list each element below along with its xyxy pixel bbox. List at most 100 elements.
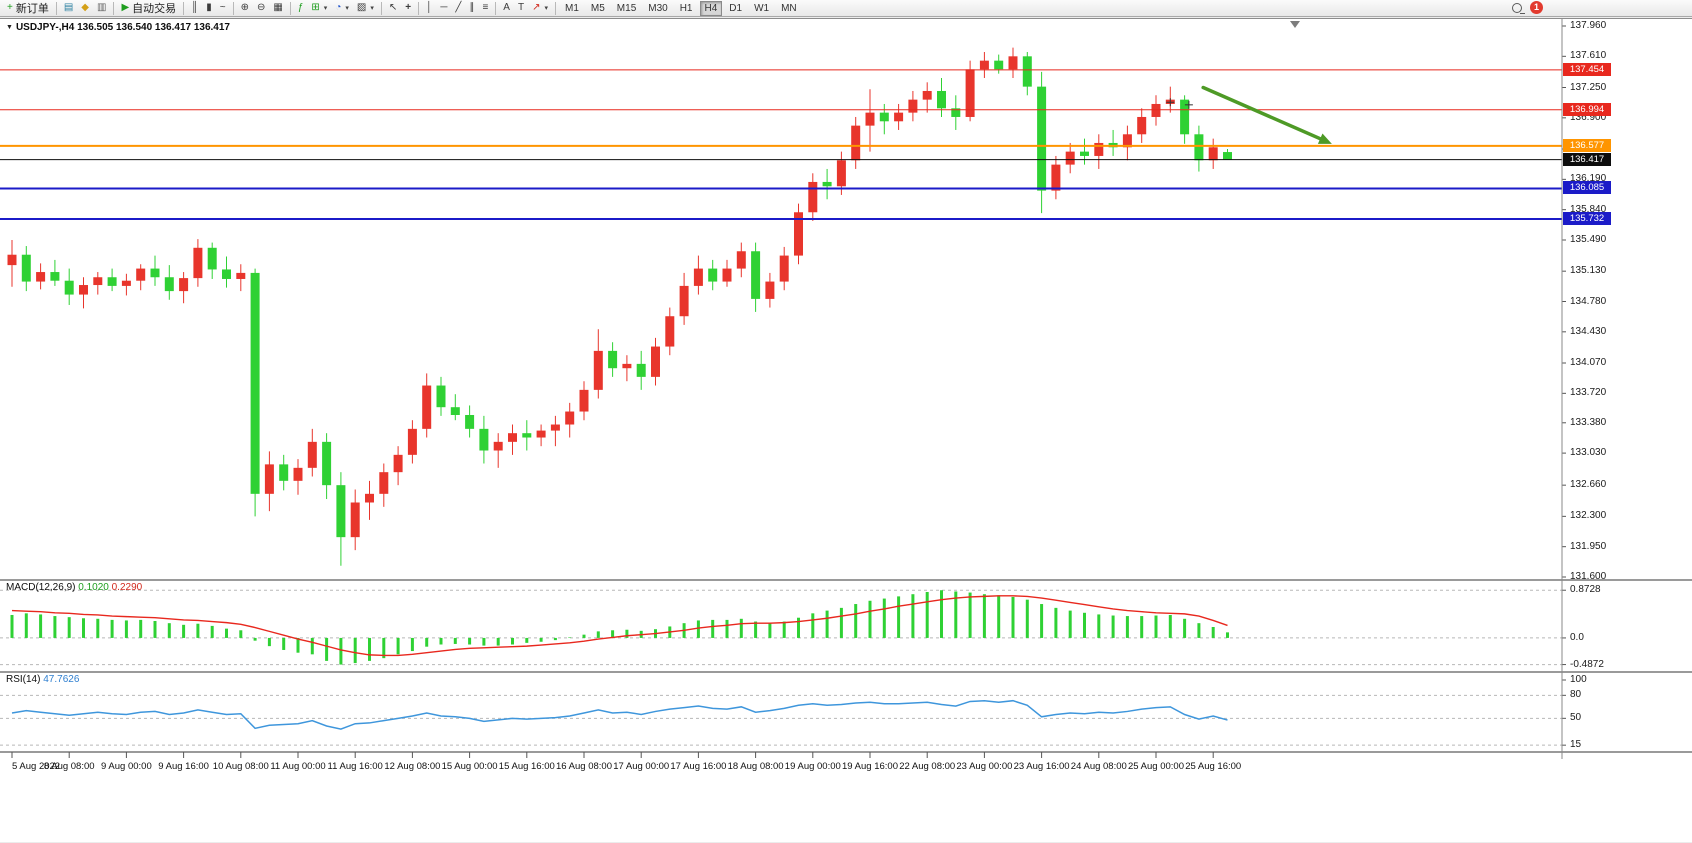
time-tick-label: 17 Aug 00:00 (613, 761, 670, 772)
text-button[interactable]: A (499, 1, 514, 16)
dropdown-caret-icon: ▾ (370, 5, 374, 12)
channel-icon: ∥ (469, 2, 475, 13)
time-tick-label: 25 Aug 16:00 (1185, 761, 1242, 772)
candles (7, 47, 1232, 566)
chart-title-text: USDJPY-,H4 136.505 136.540 136.417 136.4… (15, 22, 230, 33)
price-line-label: 135.732 (1563, 212, 1611, 226)
time-tick-label: 9 Aug 00:00 (101, 761, 152, 772)
crosshair-button[interactable]: + (401, 1, 415, 16)
time-tick-label: 10 Aug 08:00 (212, 761, 269, 772)
timeframe-d1[interactable]: D1 (724, 1, 747, 16)
price-tick-label: 135.130 (1570, 265, 1607, 277)
notification-badge[interactable]: 1 (1530, 1, 1543, 14)
time-tick-label: 17 Aug 16:00 (670, 761, 727, 772)
timeframe-m1[interactable]: M1 (560, 1, 584, 16)
add-indicator-icon: ⊞ (311, 2, 320, 13)
timeframe-m5[interactable]: M5 (586, 1, 610, 16)
indicators-icon: ƒ (297, 2, 304, 13)
search-icon[interactable] (1512, 2, 1525, 14)
terminal-button[interactable]: ▥ (93, 1, 110, 16)
toolbar-separator (380, 1, 382, 15)
text-label-icon: T (517, 2, 525, 13)
add-indicator-button[interactable]: ⊞ ▾ (307, 1, 331, 16)
text-label-button[interactable]: T (514, 1, 528, 16)
periods-button[interactable]: ◔ ▾ (331, 1, 353, 16)
panel-splitter[interactable] (0, 751, 1692, 753)
time-tick-label: 23 Aug 16:00 (1013, 761, 1070, 772)
chart-shift-marker[interactable] (1290, 21, 1300, 28)
price-tick-label: 132.660 (1570, 479, 1607, 491)
navigator-button[interactable]: ◆ (77, 1, 93, 16)
price-tick-label: 137.250 (1570, 81, 1607, 93)
dropdown-caret-icon: ▾ (323, 5, 328, 12)
time-scale[interactable]: 5 Aug 2022 8 Aug 08:00 9 Aug 00:00 9 Aug 16… (0, 759, 1562, 779)
tile-windows-button[interactable]: ▦ (269, 1, 286, 16)
anchor-cross-icon (1166, 98, 1175, 107)
new-order-button[interactable]: + 新订单 (3, 1, 53, 16)
rsi-line (11, 699, 1228, 730)
zoom-out-button[interactable]: ⊖ (253, 1, 269, 16)
time-tick-label: 11 Aug 16:00 (327, 761, 383, 772)
price-line-label: 136.577 (1563, 138, 1611, 152)
time-tick-label: 15 Aug 00:00 (441, 761, 498, 772)
fibonacci-icon: ≡ (482, 2, 489, 13)
vertical-line-button[interactable]: │ (422, 1, 436, 16)
templates-icon: ▨ (356, 2, 367, 13)
price-tick-label: 134.780 (1570, 295, 1607, 307)
dropdown-caret-icon: ▾ (345, 5, 349, 12)
autotrade-button[interactable]: ▶ 自动交易 (117, 1, 180, 16)
indicators-button[interactable]: ƒ (294, 1, 308, 16)
rsi-tick-label: 80 (1570, 689, 1582, 701)
timeframe-m15[interactable]: M15 (612, 1, 641, 16)
collapse-icon[interactable]: ▼ (6, 24, 13, 31)
macd-tick-label: -0.4872 (1570, 658, 1604, 670)
toolbar-separator (289, 1, 291, 15)
channel-button[interactable]: ∥ (465, 1, 478, 16)
price-line-label: 136.085 (1563, 181, 1611, 195)
trendline-button[interactable]: ╱ (451, 1, 465, 16)
macd-tick-label: 0.8728 (1570, 584, 1601, 596)
timeframe-w1[interactable]: W1 (749, 1, 774, 16)
candlestick-icon: ▮ (206, 2, 212, 13)
chart-canvas[interactable] (0, 19, 1692, 843)
time-tick-label: 25 Aug 00:00 (1128, 761, 1184, 772)
timeframe-h4[interactable]: H4 (699, 0, 723, 16)
macd-signal-value: 0.2290 (111, 582, 143, 593)
toolbar-separator (554, 1, 556, 15)
templates-button[interactable]: ▨ ▾ (353, 1, 378, 16)
time-tick-label: 18 Aug 08:00 (727, 761, 784, 772)
text-icon: A (503, 2, 510, 13)
price-tick-label: 133.380 (1570, 416, 1607, 428)
price-tick-label: 132.300 (1570, 510, 1607, 522)
rsi-tick-label: 15 (1570, 739, 1582, 751)
panel-splitter[interactable] (0, 579, 1692, 581)
cursor-button[interactable]: ↖ (385, 1, 401, 16)
rsi-indicator-label: RSI(14) 47.7626 (6, 674, 79, 685)
timeframe-m30[interactable]: M30 (643, 1, 672, 16)
arrows-button[interactable]: ↗ ▾ (528, 1, 552, 16)
horizontal-line-icon: ─ (440, 2, 448, 13)
price-tick-label: 134.430 (1570, 325, 1607, 337)
line-chart-button[interactable]: ~ (216, 1, 230, 16)
bar-chart-button[interactable]: ║ (187, 1, 202, 16)
candlestick-button[interactable]: ▮ (202, 1, 216, 16)
panel-splitter[interactable] (0, 671, 1692, 673)
price-tick-label: 136.190 (1570, 173, 1607, 185)
price-tick-label: 135.840 (1570, 203, 1607, 215)
horizontal-line-button[interactable]: ─ (436, 1, 451, 16)
time-tick-label: 8 Aug 08:00 (43, 761, 95, 772)
price-scale[interactable]: 137.454 136.994 136.577 136.417 136.085 135.7… (1563, 19, 1692, 843)
timeframe-mn[interactable]: MN (776, 1, 802, 16)
terminal-icon: ▥ (97, 2, 107, 13)
market-watch-button[interactable]: ▤ (60, 1, 77, 16)
navigator-icon: ◆ (81, 2, 89, 13)
time-tick-label: 16 Aug 08:00 (556, 761, 612, 772)
time-tick-label: 22 Aug 08:00 (899, 761, 956, 772)
zoom-in-button[interactable]: ⊕ (237, 1, 253, 16)
vertical-line-icon: │ (426, 2, 433, 13)
time-tick-label: 24 Aug 08:00 (1070, 761, 1127, 772)
trend-arrow-annotation[interactable] (1201, 85, 1332, 144)
timeframe-h1[interactable]: H1 (675, 1, 698, 16)
fibonacci-button[interactable]: ≡ (478, 1, 492, 16)
